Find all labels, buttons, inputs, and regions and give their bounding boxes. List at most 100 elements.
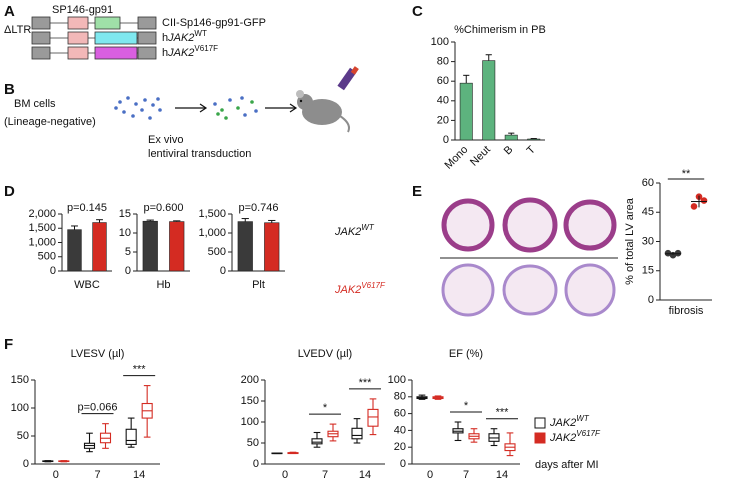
point [674,249,682,257]
cells-note: (Lineage-negative) [4,116,96,128]
legend-label: JAK2V617F [549,429,601,444]
bar [527,138,541,141]
y-tick-label: 1,000 [28,236,56,248]
panel-label: A [4,3,15,20]
legend-swatch [534,432,546,444]
x-label: Plt [252,279,265,291]
construct-label: hJAK2WT [162,29,207,44]
significance: *** [359,377,373,389]
y-tick-label: 50 [17,430,29,442]
x-tick-label: 0 [53,469,59,480]
significance: *** [133,364,147,376]
bar [264,222,280,272]
bar [67,229,82,272]
chart-title: EF (%) [449,348,483,360]
gene: JAK2 [549,417,576,429]
significance: *** [496,407,510,419]
p-value: p=0.600 [143,202,183,214]
chart-title: LVESV (µl) [71,348,125,360]
gene: JAK2 [334,226,361,238]
p-value: p=0.145 [67,202,107,214]
x-tick-label: B [502,144,516,158]
panel-label: E [412,183,422,200]
y-tick-label: 15 [642,265,654,277]
point [700,197,708,204]
bar [504,134,518,141]
y-tick-label: 500 [208,246,226,258]
y-tick-label: 10 [119,227,131,239]
y-tick-label: 0 [220,265,226,277]
x-tick-label: 7 [322,469,328,480]
x-tick-label: 0 [282,469,288,480]
bar [169,221,185,272]
ltr-label: ΔLTR [4,24,31,36]
variant: V617F [361,281,386,290]
y-tick-label: 500 [38,251,56,263]
y-tick-label: 1,500 [28,222,56,234]
mouse-icon [296,66,359,133]
y-tick-label: 200 [241,374,259,386]
prefix: h [162,47,168,59]
gene: JAK2 [167,32,194,44]
significance: * [464,400,469,412]
box [351,427,363,440]
x-label: WBC [74,279,100,291]
panel-label: D [4,183,15,200]
chart-title: %Chimerism in PB [454,24,546,36]
y-tick-label: 0 [443,134,449,146]
significance: p=0.066 [77,402,117,414]
y-tick-label: 0 [648,294,654,306]
y-tick-label: 100 [11,402,29,414]
row-label: JAK2V617F [334,281,386,296]
x-tick-label: T [525,144,538,157]
workflow: BM cells (Lineage-negative) Ex vivo lent… [4,66,359,160]
chart-title: LVEDV (µl) [298,348,352,360]
y-tick-label: 60 [394,408,406,420]
significance: ** [682,168,691,180]
y-tick-label: 1,000 [198,227,226,239]
x-label: Hb [156,279,170,291]
y-tick-label: 150 [241,395,259,407]
point [690,203,698,210]
variant: V617F [194,44,218,53]
x-tick-label: 14 [359,469,371,480]
y-tick-label: 5 [125,246,131,258]
significance: * [323,402,328,414]
y-tick-label: 100 [388,374,406,386]
y-tick-label: 0 [50,265,56,277]
prefix: h [162,32,168,44]
x-tick-label: 0 [427,469,433,480]
panel-label: B [4,81,15,98]
bar [459,82,473,141]
y-tick-label: 0 [125,265,131,277]
x-tick-label: 14 [133,469,145,480]
y-tick-label: 20 [394,441,406,453]
construct-label: hJAK2V617F [162,44,218,59]
x-label: fibrosis [669,305,704,317]
histology: JAK2WT JAK2V617F [334,197,618,317]
variant: WT [576,414,590,423]
box [311,438,323,445]
gene: JAK2 [549,432,576,444]
x-tick-label: Neut [468,144,493,169]
cells-label: BM cells [14,98,56,110]
y-tick-label: 45 [642,206,654,218]
y-tick-label: 80 [394,391,406,403]
step-note: lentiviral transduction [148,148,251,160]
variant: WT [194,29,207,38]
y-tick-label: 30 [642,235,654,247]
y-tick-label: 1,500 [198,208,226,220]
y-tick-label: 20 [437,114,449,126]
y-tick-label: 2,000 [28,208,56,220]
y-tick-label: 80 [437,56,449,68]
y-tick-label: 50 [247,437,259,449]
y-tick-label: 60 [642,177,654,189]
y-tick-label: 40 [437,95,449,107]
step-label: Ex vivo [148,134,183,146]
variant: V617F [576,429,601,438]
bar [237,221,253,272]
panel-label: C [412,3,423,20]
box [125,428,137,445]
y-tick-label: 15 [119,208,131,220]
bar [142,220,158,272]
